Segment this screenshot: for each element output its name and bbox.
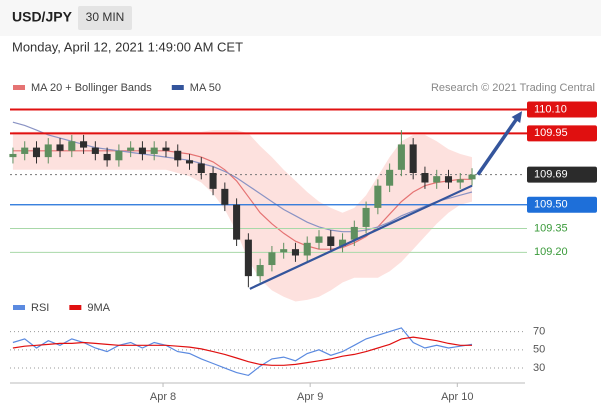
- candle-body: [244, 239, 252, 277]
- symbol: USD/JPY: [12, 9, 73, 25]
- candle-body: [185, 160, 194, 164]
- credit: Research © 2021 Trading Central: [431, 82, 595, 94]
- candle-body: [138, 147, 146, 154]
- forecast-arrow-head: [511, 111, 523, 123]
- level-label: 109.50: [534, 199, 568, 211]
- level-label: 109.69: [534, 168, 568, 180]
- candle-body: [315, 236, 323, 243]
- candle-body: [386, 169, 394, 186]
- candle-body: [209, 172, 217, 189]
- candle-body: [80, 141, 88, 148]
- legend-swatch: [13, 305, 25, 310]
- level-label-box: [527, 166, 597, 183]
- candle-body: [468, 174, 476, 180]
- candle-body: [162, 147, 170, 151]
- candle-body: [127, 147, 135, 151]
- candle-body: [268, 252, 276, 266]
- candle-body: [456, 179, 464, 183]
- level-label-box: [527, 125, 597, 142]
- candle-body: [103, 153, 111, 161]
- candle-body: [433, 176, 441, 183]
- candle-body: [68, 141, 76, 151]
- y-tick-label: 30: [533, 362, 545, 374]
- legend-swatch: [171, 85, 184, 90]
- level-label-box: [527, 101, 597, 118]
- candle-body: [32, 147, 41, 158]
- interval-button[interactable]: [78, 6, 132, 30]
- candle-body: [362, 207, 370, 227]
- legend-swatch: [69, 305, 82, 310]
- candle-body: [115, 150, 123, 161]
- candle-body: [44, 144, 52, 158]
- level-label-box: [527, 196, 597, 213]
- candle-body: [21, 147, 29, 154]
- legend-label: MA 20 + Bollinger Bands: [31, 82, 152, 94]
- x-tick-label: Apr 8: [150, 391, 176, 403]
- candle-body: [174, 150, 182, 161]
- candle-body: [9, 153, 17, 158]
- candle-body: [397, 144, 405, 170]
- level-label: 109.35: [534, 222, 568, 234]
- moving-average: [12, 150, 472, 250]
- trendline: [249, 184, 473, 290]
- forecast-arrow: [476, 117, 519, 176]
- candle-body: [233, 204, 241, 240]
- candle-body: [280, 249, 288, 253]
- x-tick-label: Apr 10: [441, 391, 473, 403]
- candle-body: [197, 163, 205, 173]
- candle-body: [327, 236, 335, 246]
- legend-label: 9MA: [87, 302, 110, 314]
- level-label: 109.95: [534, 127, 568, 139]
- moving-average: [12, 121, 473, 233]
- candle-body: [56, 144, 64, 151]
- y-tick-label: 70: [533, 325, 545, 337]
- candle-body: [91, 147, 99, 154]
- legend-label: RSI: [31, 302, 49, 314]
- level-label: 110.10: [534, 103, 567, 115]
- indicator-line: [12, 336, 472, 366]
- candle-body: [150, 147, 158, 154]
- candle-body: [421, 172, 429, 183]
- date: Monday, April 12, 2021 1:49:00 AM CET: [12, 39, 243, 54]
- y-tick-label: 50: [533, 344, 545, 356]
- candle-body: [256, 265, 264, 277]
- interval-label[interactable]: 30 MIN: [86, 10, 125, 24]
- candle-body: [339, 239, 347, 246]
- candle-body: [409, 144, 417, 173]
- candle-body: [291, 249, 299, 256]
- level-label: 109.20: [534, 246, 568, 258]
- bollinger-band: [12, 130, 473, 302]
- x-tick-label: Apr 9: [297, 391, 323, 403]
- candle-body: [374, 185, 382, 208]
- candle-body: [444, 176, 453, 183]
- candle-body: [303, 242, 311, 256]
- candle-body: [350, 226, 358, 240]
- legend-swatch: [13, 85, 25, 90]
- legend-label: MA 50: [190, 82, 221, 94]
- indicator-line: [12, 327, 473, 377]
- candle-body: [221, 188, 229, 205]
